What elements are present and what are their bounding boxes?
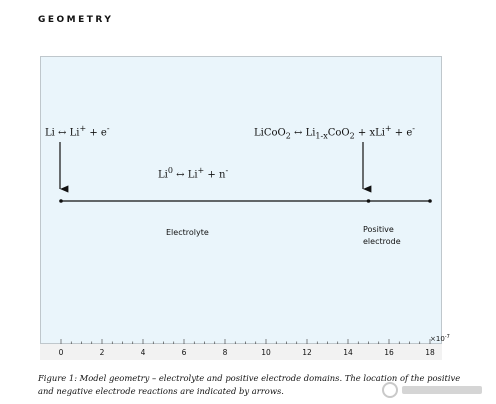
positive-electrode-label-line1: Positive (363, 225, 394, 234)
tick-label-18: 18 (425, 348, 435, 357)
axis-strip (40, 344, 442, 360)
tick-label-2: 2 (100, 348, 105, 357)
positive-electrode-label-line2: electrode (363, 237, 401, 246)
negative-electrode-reaction: Li ↔ Li+ + e- (45, 124, 110, 139)
geometry-vertex-1 (366, 199, 371, 203)
tick-label-6: 6 (182, 348, 187, 357)
figure-caption: Figure 1: Model geometry – electrolyte a… (38, 373, 461, 396)
interface-reaction: Li0 ↔ Li+ + n- (158, 166, 229, 181)
geometry-plot-panel (40, 56, 442, 344)
axis-multiplier: ×10-7 (430, 334, 450, 343)
section-heading: GEOMETRY (38, 15, 114, 25)
geometry-vertex-0 (59, 199, 63, 203)
tick-label-16: 16 (384, 348, 394, 357)
tick-label-12: 12 (302, 348, 312, 357)
positive-electrode-reaction: LiCoO2 ↔ Li1-xCoO2 + xLi+ + e- (254, 124, 415, 141)
tick-label-0: 0 (59, 348, 64, 357)
tick-label-10: 10 (261, 348, 271, 357)
axis-ticks: 0 2 4 6 8 10 12 14 16 18 (59, 339, 435, 357)
tick-label-4: 4 (141, 348, 146, 357)
tick-label-14: 14 (343, 348, 353, 357)
geometry-vertex-2 (428, 199, 432, 203)
geometry-line-group (59, 199, 432, 203)
watermark-logo (382, 382, 482, 398)
electrolyte-label: Electrolyte (166, 228, 209, 237)
tick-label-8: 8 (223, 348, 228, 357)
